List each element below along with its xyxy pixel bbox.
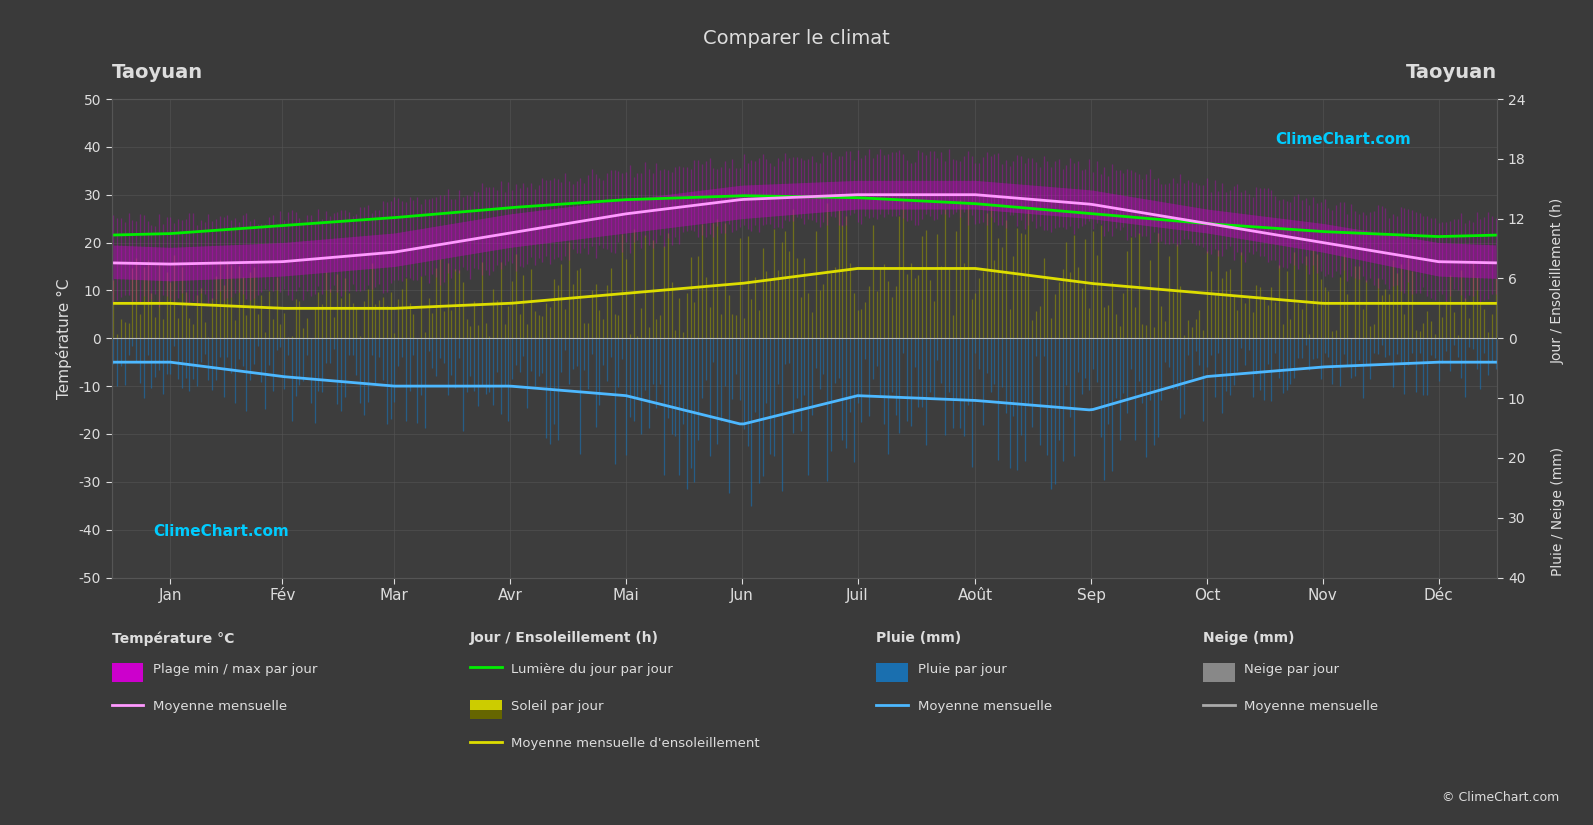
Text: Neige (mm): Neige (mm) bbox=[1203, 631, 1294, 645]
Text: Température °C: Température °C bbox=[112, 631, 234, 646]
Y-axis label: Température °C: Température °C bbox=[56, 278, 72, 398]
Text: Jour / Ensoleillement (h): Jour / Ensoleillement (h) bbox=[470, 631, 660, 645]
Text: Comparer le climat: Comparer le climat bbox=[703, 29, 890, 48]
Text: © ClimeChart.com: © ClimeChart.com bbox=[1442, 791, 1560, 804]
Text: Moyenne mensuelle: Moyenne mensuelle bbox=[153, 700, 287, 713]
Text: Jour / Ensoleillement (h): Jour / Ensoleillement (h) bbox=[1552, 197, 1564, 364]
Text: Pluie par jour: Pluie par jour bbox=[918, 662, 1007, 676]
Text: Plage min / max par jour: Plage min / max par jour bbox=[153, 662, 317, 676]
Text: Taoyuan: Taoyuan bbox=[1407, 64, 1497, 82]
Text: Pluie / Neige (mm): Pluie / Neige (mm) bbox=[1552, 447, 1564, 576]
Text: Moyenne mensuelle d'ensoleillement: Moyenne mensuelle d'ensoleillement bbox=[511, 737, 760, 750]
Text: Lumière du jour par jour: Lumière du jour par jour bbox=[511, 662, 674, 676]
Text: Soleil par jour: Soleil par jour bbox=[511, 700, 604, 713]
Text: Moyenne mensuelle: Moyenne mensuelle bbox=[1244, 700, 1378, 713]
Text: ClimeChart.com: ClimeChart.com bbox=[1276, 133, 1411, 148]
Text: Neige par jour: Neige par jour bbox=[1244, 662, 1340, 676]
Text: Moyenne mensuelle: Moyenne mensuelle bbox=[918, 700, 1051, 713]
Text: Taoyuan: Taoyuan bbox=[112, 64, 202, 82]
Text: ClimeChart.com: ClimeChart.com bbox=[153, 524, 288, 540]
Text: Pluie (mm): Pluie (mm) bbox=[876, 631, 962, 645]
